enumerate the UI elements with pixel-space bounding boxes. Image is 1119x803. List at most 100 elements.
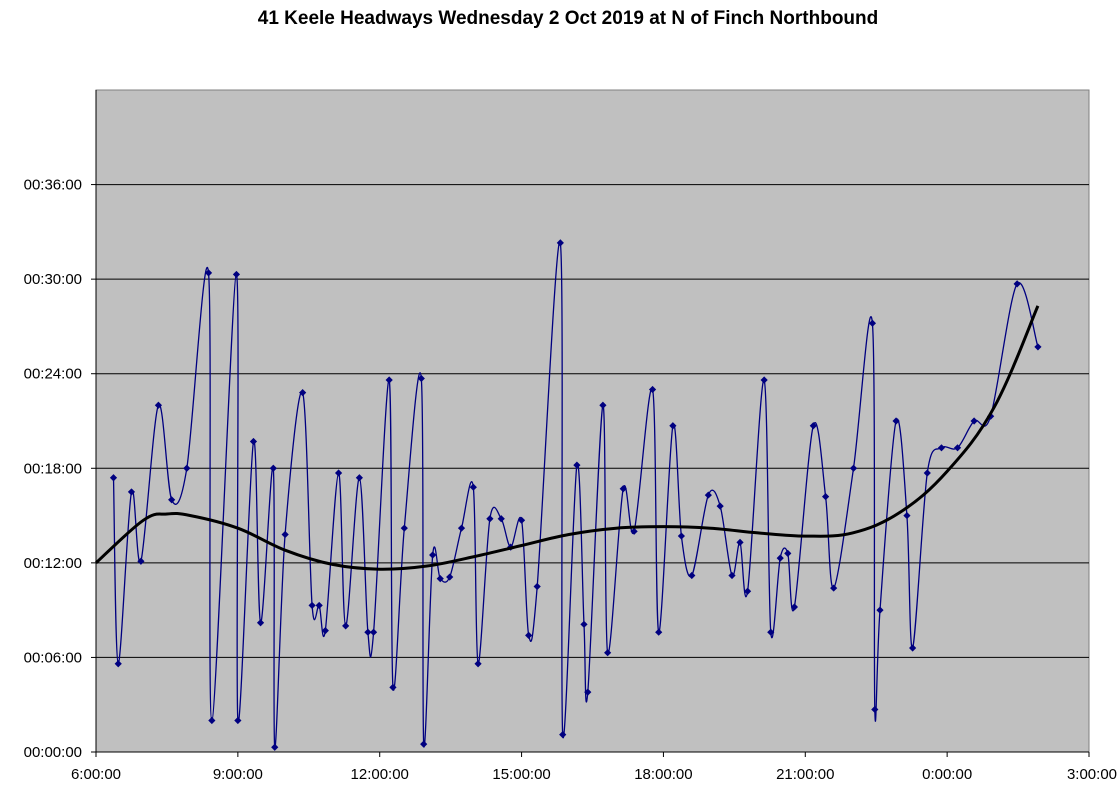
data-point (648, 385, 657, 394)
data-point (909, 644, 917, 652)
data-point (315, 601, 323, 610)
data-point (953, 444, 962, 452)
data-point (1013, 280, 1021, 288)
data-point (436, 575, 444, 583)
data-point (474, 660, 482, 668)
data-point (559, 731, 567, 739)
data-point (208, 716, 216, 725)
y-tick-label: 00:30:00 (24, 271, 82, 288)
data-point (154, 401, 163, 409)
data-point (619, 485, 627, 493)
data-point (234, 716, 242, 725)
data-point (525, 631, 533, 639)
data-point (849, 464, 858, 472)
data-point (876, 606, 884, 614)
data-point (400, 524, 408, 532)
data-point (688, 571, 696, 580)
data-point (580, 620, 588, 628)
data-point (429, 551, 437, 559)
data-point (871, 705, 879, 714)
data-point (204, 269, 213, 277)
data-point (137, 557, 145, 565)
data-point (736, 538, 744, 546)
data-point (677, 532, 685, 540)
x-tick-label: 18:00:00 (634, 766, 692, 783)
data-point (704, 491, 712, 499)
data-point (728, 571, 736, 580)
x-tick-label: 6:00:00 (71, 766, 121, 783)
x-tick-label: 12:00:00 (351, 766, 409, 783)
data-point (830, 584, 838, 592)
trendline (94, 305, 1040, 571)
x-tick-label: 9:00:00 (213, 766, 263, 783)
data-point (716, 502, 724, 510)
y-tick-label: 00:24:00 (24, 366, 82, 383)
x-tick-label: 0:00:00 (922, 766, 972, 783)
data-point (533, 582, 541, 591)
data-point (776, 554, 784, 562)
y-tick-label: 00:36:00 (24, 177, 82, 194)
grid-lines (96, 184, 1089, 658)
data-point (232, 270, 241, 279)
data-point (767, 628, 775, 636)
axes: 00:00:00 00:06:00 00:12:00 00:18:00 00:24:00… (24, 90, 1117, 783)
data-point (446, 573, 454, 581)
data-point (369, 628, 378, 636)
y-tick-label: 00:12:00 (24, 555, 82, 572)
data-point (417, 374, 425, 383)
data-point (127, 488, 136, 496)
data-point (364, 628, 372, 636)
series-layer (94, 239, 1042, 751)
chart-title: 41 Keele Headways Wednesday 2 Oct 2019 a… (257, 8, 879, 29)
data-point (256, 619, 265, 627)
data-point (822, 493, 830, 501)
data-point (923, 469, 931, 477)
data-point (497, 515, 505, 523)
data-point (760, 376, 768, 384)
data-point (385, 376, 393, 384)
data-point (321, 627, 329, 635)
data-point (281, 530, 289, 539)
data-point (183, 464, 191, 472)
y-tick-label: 00:18:00 (24, 460, 82, 477)
data-point (790, 603, 799, 611)
data-point (604, 649, 612, 657)
data-point (299, 389, 307, 397)
data-point (903, 511, 911, 520)
data-point (355, 474, 363, 482)
data-point (469, 483, 477, 491)
data-point (584, 688, 592, 696)
data-point (269, 464, 277, 472)
data-point (630, 527, 638, 535)
data-point (599, 401, 607, 409)
data-point (743, 587, 752, 595)
data-point (109, 474, 118, 482)
data-point (892, 417, 900, 425)
data-point (486, 515, 494, 523)
data-point (784, 549, 792, 557)
x-tick-label: 3:00:00 (1067, 766, 1117, 783)
y-tick-label: 00:00:00 (24, 744, 82, 761)
data-point (457, 524, 466, 532)
data-point (114, 660, 122, 668)
data-point (420, 740, 428, 748)
data-point (308, 601, 316, 610)
x-tick-label: 21:00:00 (776, 766, 834, 783)
data-point (556, 239, 564, 247)
x-tick-label: 15:00:00 (492, 766, 550, 783)
data-point (334, 469, 343, 477)
data-point (342, 622, 350, 630)
data-point (271, 743, 279, 751)
data-point (669, 422, 677, 430)
data-point (249, 437, 258, 446)
data-point (573, 461, 581, 469)
data-point (655, 628, 663, 636)
headway-series-line (112, 241, 1039, 748)
data-point (937, 444, 946, 452)
data-point (868, 319, 877, 327)
plot-area (95, 89, 1090, 753)
data-point (970, 417, 978, 425)
data-point (389, 683, 397, 691)
data-point (517, 516, 526, 524)
